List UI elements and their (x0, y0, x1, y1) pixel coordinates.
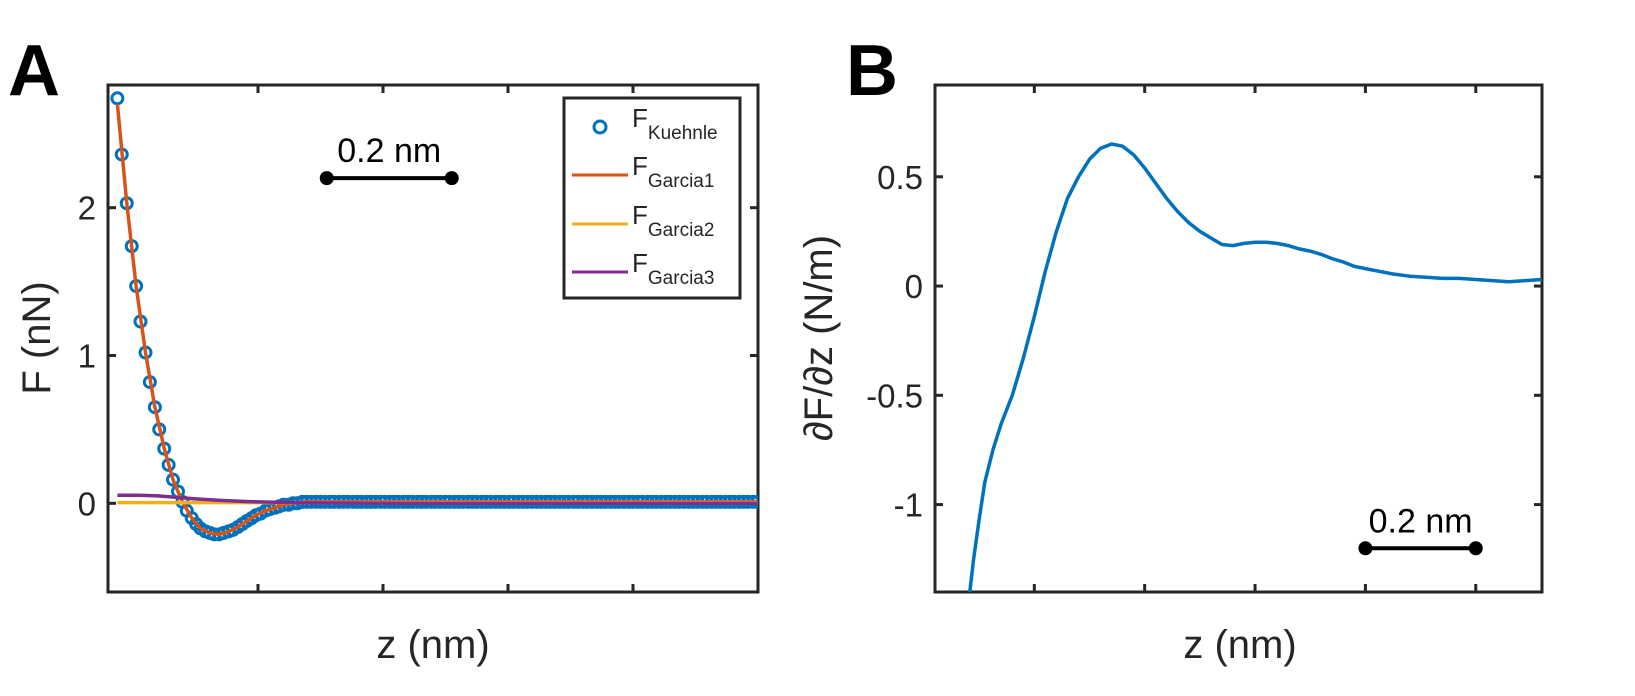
panel-a-legend: FKuehnle FGarcia1 FGarcia2 FGarcia3 (562, 96, 742, 300)
panel-a-ylabel: F (nN) (15, 281, 59, 394)
y-tick-label: 2 (78, 190, 96, 227)
series-line-garcia3 (117, 493, 758, 506)
legend-entry-kuehnle: FKuehnle (632, 103, 718, 144)
series-line-derivative (968, 142, 1542, 592)
panel-b-ylabel: ∂F/∂z (N/m) (797, 235, 841, 441)
panel-a-label: A (8, 31, 60, 111)
legend-entry-garcia3: FGarcia3 (632, 248, 714, 289)
panel-b-xlabel: z (nm) (1183, 623, 1296, 667)
panel-b-scale-bar-label: 0.2 nm (1369, 502, 1473, 540)
panel-b-tick-labels: -1 -0.5 0 0.5 (866, 159, 923, 524)
panel-a-axes-box (106, 83, 760, 594)
data-point (110, 91, 125, 106)
y-tick-label: -1 (894, 487, 923, 524)
y-tick-label: 0 (905, 268, 923, 305)
panel-b-axes-box (933, 83, 1544, 594)
scale-bar-end (319, 171, 334, 186)
panel-b-chart: -1 -0.5 0 0.5 z (nm) ∂F/∂z (N/m) 0.2 nm (797, 83, 1544, 667)
y-tick-label: 0 (78, 485, 96, 522)
panel-b-ticks (935, 85, 1542, 592)
y-tick-label: 1 (78, 337, 96, 374)
y-tick-label: -0.5 (866, 377, 923, 414)
scale-bar-end (1358, 541, 1373, 556)
panel-b-scale-bar: 0.2 nm (1358, 502, 1483, 556)
legend-marker-kuehnle (592, 119, 608, 135)
panel-b-label: B (846, 31, 898, 111)
panel-b-series (968, 142, 1542, 592)
panel-a-chart: 0 1 2 z (nm) F (nN) 0.2 nm FKuehnle FGarci… (15, 83, 760, 667)
legend-box (562, 96, 742, 300)
scale-bar-end (1468, 541, 1483, 556)
y-tick-label: 0.5 (877, 159, 923, 196)
legend-entry-garcia2: FGarcia2 (632, 200, 714, 241)
legend-entry-garcia1: FGarcia1 (632, 151, 714, 192)
panel-a-scale-bar-label: 0.2 nm (337, 132, 441, 170)
panel-a-xlabel: z (nm) (376, 623, 489, 667)
panel-a-tick-labels: 0 1 2 (78, 190, 96, 523)
scale-bar-end (444, 171, 459, 186)
panel-a-scale-bar: 0.2 nm (319, 132, 459, 186)
panel-a-series (110, 91, 758, 542)
